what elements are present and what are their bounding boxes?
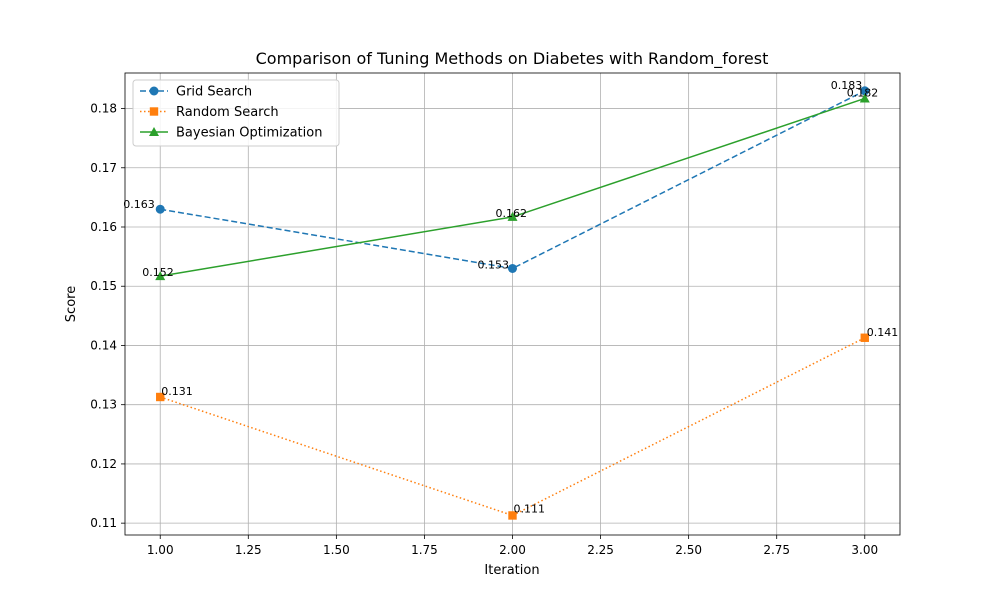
series-bayesian-optimization: 0.152 0.162 0.182 <box>142 86 879 281</box>
data-point-marker <box>508 263 517 273</box>
y-tick-label: 0.11 <box>90 516 117 530</box>
data-label: 0.111 <box>514 502 546 515</box>
x-tick-label: 2.50 <box>675 543 702 557</box>
x-tick-label: 3.00 <box>851 543 878 557</box>
series-line <box>160 90 866 270</box>
data-label: 0.183 <box>831 79 863 92</box>
legend: Grid Search Random Search Bayesian Optimiz… <box>132 79 340 147</box>
legend-item: Grid Search <box>140 85 252 100</box>
series-layer: 0.163 0.153 0.183 0.131 0.111 0.141 0.152 0.162… <box>123 79 898 520</box>
data-point-marker <box>155 204 165 214</box>
series-random-search: 0.131 0.111 0.141 <box>156 326 898 520</box>
data-label: 0.152 <box>142 266 174 279</box>
y-tick-label: 0.13 <box>90 398 117 412</box>
x-tick-label: 2.75 <box>763 543 790 557</box>
legend-label: Random Search <box>176 105 279 120</box>
chart-title: Comparison of Tuning Methods on Diabetes… <box>256 49 769 69</box>
y-tick-label: 0.12 <box>90 457 117 471</box>
axes: 1.00 1.25 1.50 1.75 2.00 2.25 2.50 2.75 3.00 0.11… <box>90 72 901 557</box>
data-point-marker <box>860 333 869 342</box>
data-label: 0.153 <box>478 258 510 271</box>
x-tick-label: 1.25 <box>235 543 262 557</box>
x-tick-label: 1.00 <box>147 543 174 557</box>
data-label: 0.141 <box>867 326 899 339</box>
legend-marker <box>149 86 159 96</box>
legend-item: Bayesian Optimization <box>140 126 322 141</box>
y-axis-label: Score <box>64 286 79 322</box>
legend-marker <box>149 127 159 136</box>
x-tick-label: 2.00 <box>499 543 526 557</box>
data-point-marker <box>860 86 870 96</box>
data-point-marker <box>155 271 166 281</box>
legend-label: Bayesian Optimization <box>176 126 322 141</box>
data-label: 0.182 <box>847 86 879 99</box>
legend-label: Grid Search <box>176 85 252 100</box>
x-tick-label: 2.25 <box>587 543 614 557</box>
data-label: 0.131 <box>161 385 193 398</box>
data-point-marker <box>508 511 517 520</box>
y-tick-label: 0.17 <box>90 161 117 175</box>
y-tick-label: 0.14 <box>90 338 117 352</box>
data-point-marker <box>156 392 165 402</box>
legend-marker <box>149 107 159 116</box>
legend-box <box>132 79 340 147</box>
series-grid-search: 0.163 0.153 0.183 <box>123 79 870 273</box>
x-tick-label: 1.50 <box>323 543 350 557</box>
grid-lines <box>125 73 900 535</box>
legend-item: Random Search <box>140 105 279 120</box>
data-label: 0.162 <box>496 207 528 220</box>
data-point-marker <box>859 93 870 103</box>
y-tick-label: 0.18 <box>90 102 117 116</box>
data-label: 0.163 <box>123 198 154 211</box>
x-axis-label: Iteration <box>484 563 539 578</box>
y-tick-label: 0.15 <box>90 279 117 293</box>
y-tick-label: 0.16 <box>90 220 117 234</box>
data-point-marker <box>507 211 518 221</box>
x-tick-label: 1.75 <box>411 543 438 557</box>
